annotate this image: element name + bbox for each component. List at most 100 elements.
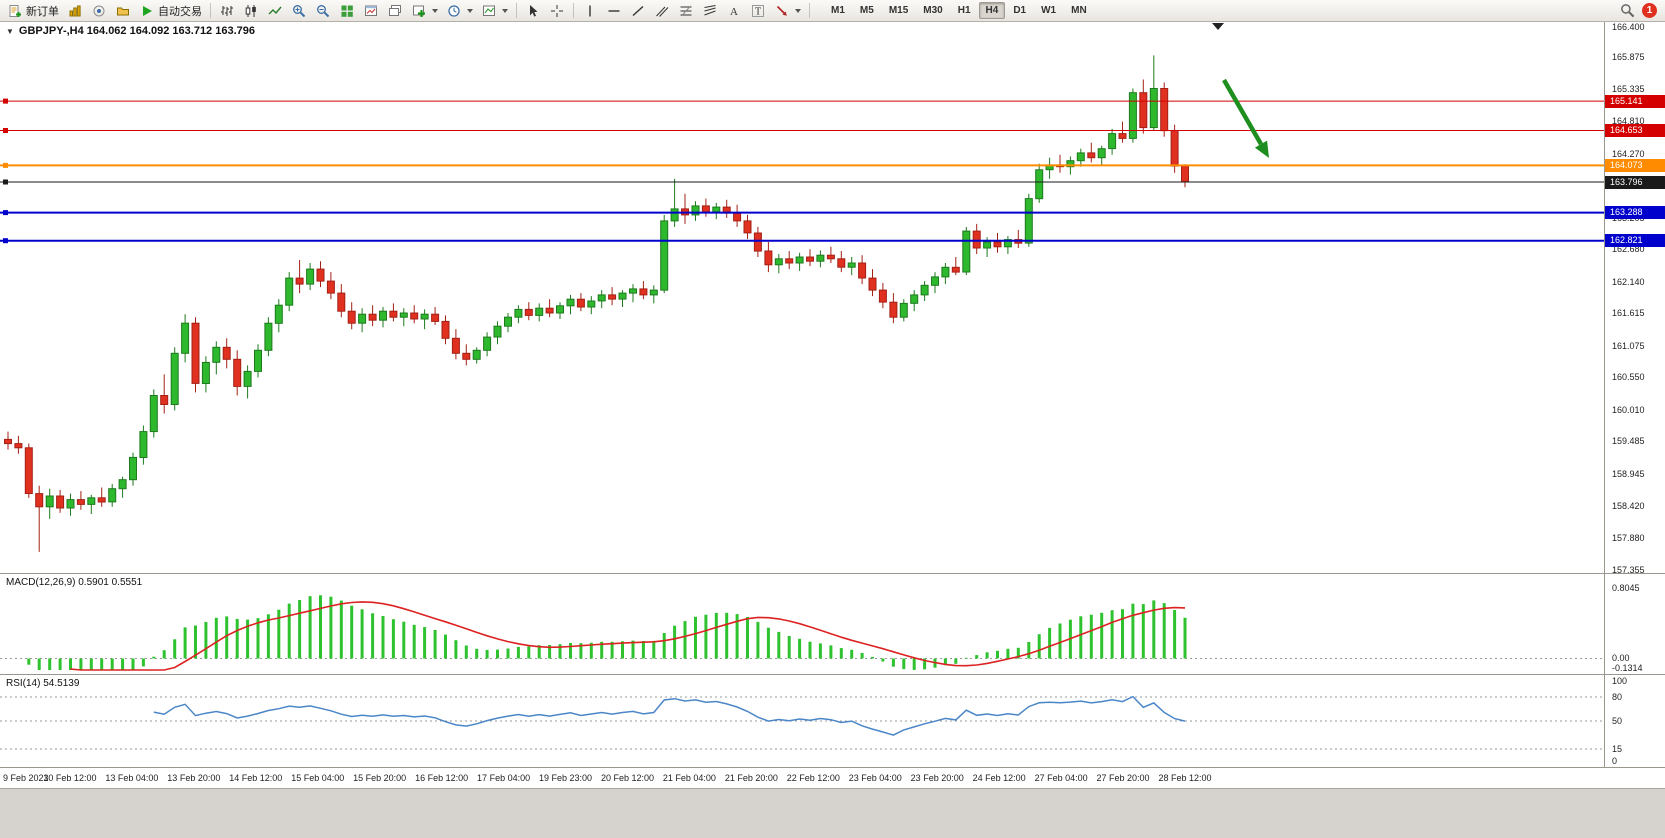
cursor-icon	[525, 3, 541, 19]
price-badge-164.653: 164.653	[1605, 124, 1665, 137]
pitchfork-icon	[702, 3, 718, 19]
main-chart-pane[interactable]: ▼ GBPJPY-,H4 164.062 164.092 163.712 163…	[0, 22, 1604, 573]
hline-handle[interactable]	[3, 179, 8, 185]
notification-badge[interactable]: 1	[1642, 3, 1657, 18]
hline-handle[interactable]	[3, 128, 8, 133]
pane-separator[interactable]	[0, 573, 1665, 574]
channel-tool-button[interactable]	[650, 0, 674, 21]
template-icon	[481, 3, 497, 19]
price-tick: 158.945	[1612, 468, 1645, 479]
horizontal-line-icon	[606, 3, 622, 19]
templates-button[interactable]	[477, 0, 512, 21]
rsi-axis-label: 50	[1612, 716, 1623, 726]
price-tick: 157.880	[1612, 533, 1645, 544]
macd-indicator-pane[interactable]: MACD(12,26,9) 0.5901 0.5551	[0, 574, 1604, 674]
timeframe-button-H1[interactable]: H1	[957, 5, 971, 16]
timeframe-button-M1[interactable]: M1	[831, 5, 845, 16]
price-tick: 160.010	[1612, 404, 1645, 415]
cascade-windows-button[interactable]	[383, 0, 407, 21]
zoom-in-button[interactable]	[287, 0, 311, 21]
data-window-button[interactable]	[87, 0, 111, 21]
price-scale[interactable]: 166.400 165.875 165.335 164.810 164.270 163.7…	[1605, 22, 1665, 768]
ohlc-bars-icon	[219, 3, 235, 19]
new-order-label: 新订单	[26, 5, 59, 18]
crosshair-tool-button[interactable]	[545, 0, 569, 21]
chart-shift-marker[interactable]	[1212, 23, 1224, 30]
fibonacci-tool-button[interactable]	[674, 0, 698, 21]
fibonacci-icon	[678, 3, 694, 19]
time-label: 10 Feb 12:00	[43, 773, 97, 783]
clock-icon	[446, 3, 462, 19]
rsi-axis-label: 80	[1612, 692, 1623, 702]
time-label: 9 Feb 2023	[3, 773, 49, 783]
timeframe-button-H4[interactable]: H4	[978, 2, 1006, 19]
arrange-windows-button[interactable]	[359, 0, 383, 21]
horizontal-line-tool-button[interactable]	[602, 0, 626, 21]
time-label: 13 Feb 20:00	[167, 773, 221, 783]
candlestick-chart[interactable]	[0, 22, 1604, 573]
timeframe-button-D1[interactable]: D1	[1013, 5, 1027, 16]
price-tick: 161.075	[1612, 340, 1645, 351]
indicators-button[interactable]	[407, 0, 442, 21]
price-tick: 166.400	[1612, 22, 1645, 32]
line-chart-type-button[interactable]	[263, 0, 287, 21]
bars-chart-type-button[interactable]	[215, 0, 239, 21]
label-tool-button[interactable]: T	[746, 0, 770, 21]
timeframe-button-M30[interactable]: M30	[923, 5, 943, 16]
chart-title-text: GBPJPY-,H4 164.062 164.092 163.712 163.7…	[18, 25, 255, 37]
pitchfork-tool-button[interactable]	[698, 0, 722, 21]
time-label: 20 Feb 12:00	[600, 773, 654, 783]
new-order-button[interactable]: 新订单	[3, 0, 63, 21]
autotrade-label: 自动交易	[158, 5, 202, 18]
hline-handle[interactable]	[3, 98, 8, 104]
price-tick: 162.680	[1612, 244, 1645, 255]
toolbar-separator	[573, 3, 574, 18]
channel-icon	[654, 3, 670, 19]
charts-button[interactable]	[63, 0, 87, 21]
vertical-line-icon	[582, 3, 598, 19]
vertical-line-tool-button[interactable]	[578, 0, 602, 21]
trend-arrow-annotation[interactable]	[1222, 78, 1269, 158]
periods-button[interactable]	[442, 0, 477, 21]
autotrade-button[interactable]: 自动交易	[135, 0, 206, 21]
macd-histogram	[27, 595, 1187, 670]
price-tick: 160.550	[1612, 372, 1645, 383]
price-tick: 159.485	[1612, 436, 1645, 447]
price-scale-separator	[1604, 22, 1605, 768]
zoom-out-button[interactable]	[311, 0, 335, 21]
candles-chart-type-button[interactable]	[239, 0, 263, 21]
chart-window: ▼ GBPJPY-,H4 164.062 164.092 163.712 163…	[0, 22, 1665, 788]
timeframe-button-M5[interactable]: M5	[859, 5, 874, 16]
timeframe-button-W1[interactable]: W1	[1041, 5, 1057, 16]
toolbar-separator	[516, 3, 517, 18]
time-axis[interactable]: 9 Feb 2023 10 Feb 12:00 13 Feb 04:00 13 Feb…	[0, 768, 1665, 788]
window-chart-icon	[363, 3, 379, 19]
hline-handle[interactable]	[3, 162, 8, 168]
time-label: 15 Feb 20:00	[353, 773, 407, 783]
timeframe-button-MN[interactable]: MN	[1071, 5, 1087, 16]
search-icon[interactable]	[1619, 3, 1635, 19]
cursor-tool-button[interactable]	[521, 0, 545, 21]
trendline-tool-button[interactable]	[626, 0, 650, 21]
tile-windows-button[interactable]	[335, 0, 359, 21]
navigator-button[interactable]	[111, 0, 135, 21]
text-tool-button[interactable]: A	[722, 0, 746, 21]
rsi-indicator-pane[interactable]: RSI(14) 54.5139	[0, 675, 1604, 767]
chart-menu-icon[interactable]: ▼	[6, 26, 14, 36]
pane-separator[interactable]	[0, 674, 1665, 675]
price-badge-163.796: 163.796	[1605, 175, 1665, 189]
macd-label: MACD(12,26,9) 0.5901 0.5551	[6, 577, 143, 588]
candlestick-icon	[243, 3, 259, 19]
timeframe-button-M15[interactable]: M15	[888, 5, 909, 16]
hline-handle[interactable]	[3, 210, 8, 216]
pane-separator	[0, 767, 1665, 768]
chevron-down-icon	[432, 8, 438, 13]
price-tick: 165.335	[1612, 84, 1645, 95]
window-bottom-strip	[0, 788, 1665, 838]
macd-axis-max: 0.8045	[1612, 583, 1640, 593]
price-tick: 157.355	[1612, 564, 1645, 575]
macd-axis-zero: 0.00	[1612, 653, 1630, 664]
toolbar-separator	[809, 3, 810, 18]
arrows-tool-button[interactable]	[770, 0, 805, 21]
hline-handle[interactable]	[3, 238, 8, 244]
